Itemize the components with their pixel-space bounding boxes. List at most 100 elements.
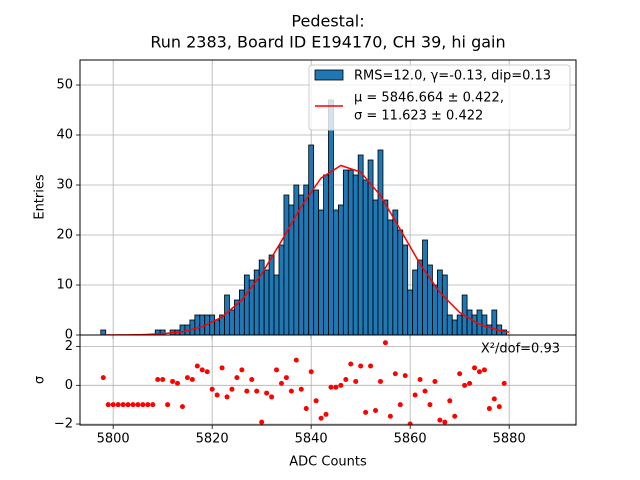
x-axis-label: ADC Counts — [289, 455, 367, 470]
point — [382, 340, 388, 346]
point — [313, 398, 319, 404]
legend-swatch — [314, 69, 344, 81]
x-tick-label: 5880 — [493, 432, 526, 447]
point — [318, 415, 324, 421]
x-tick-label: 5840 — [295, 432, 328, 447]
point — [402, 373, 408, 379]
point — [323, 411, 329, 417]
bar — [199, 314, 206, 335]
point — [422, 388, 428, 394]
plot-area — [100, 340, 507, 425]
point — [501, 380, 507, 386]
bar — [422, 239, 428, 335]
point — [333, 384, 339, 390]
bar — [347, 169, 354, 335]
chart-title: Run 2383, Board ID E194170, CH 39, hi ga… — [150, 33, 505, 52]
bar — [342, 169, 349, 335]
chart-title: Pedestal: — [291, 12, 364, 31]
point — [283, 375, 289, 381]
y-tick-label: 0 — [65, 328, 73, 343]
annotation: X²/dof=0.93 — [481, 342, 560, 357]
y-tick-label: 0 — [65, 378, 73, 393]
point — [303, 406, 309, 412]
point — [343, 377, 349, 383]
point — [184, 375, 190, 381]
bar — [466, 309, 473, 335]
point — [229, 386, 235, 392]
bar — [412, 269, 418, 335]
point — [472, 365, 478, 371]
legend-label: μ = 5846.664 ± 0.422, — [354, 91, 504, 106]
bar — [229, 309, 235, 335]
point — [308, 369, 314, 375]
bar — [273, 274, 280, 335]
point — [288, 388, 294, 394]
x-tick-label: 5800 — [97, 432, 130, 447]
point — [269, 394, 275, 400]
x-tick-label: 5820 — [196, 432, 229, 447]
bar — [243, 274, 250, 335]
point — [278, 380, 284, 386]
point — [100, 375, 106, 381]
point — [486, 406, 492, 412]
point — [417, 377, 423, 383]
y-tick-label: 20 — [56, 228, 73, 243]
bar — [451, 319, 458, 335]
point — [427, 402, 433, 408]
point — [373, 407, 379, 413]
point — [204, 369, 210, 375]
bar — [352, 174, 359, 335]
point — [150, 402, 156, 408]
point — [363, 409, 369, 415]
bar — [382, 199, 389, 335]
point — [368, 363, 374, 369]
point — [412, 392, 418, 398]
point — [135, 402, 141, 408]
point — [353, 378, 359, 384]
bar — [293, 184, 300, 335]
point — [120, 402, 126, 408]
y-tick-label: 50 — [56, 78, 73, 93]
bar — [432, 284, 438, 335]
point — [199, 367, 205, 373]
point — [476, 369, 482, 375]
bar — [362, 179, 369, 335]
point — [462, 382, 468, 388]
point — [249, 377, 255, 383]
point — [437, 417, 443, 423]
point — [244, 388, 250, 394]
point — [496, 404, 502, 410]
point — [194, 363, 200, 369]
x-tick-label: 5860 — [394, 432, 427, 447]
point — [224, 394, 230, 400]
bar — [491, 309, 498, 335]
bar — [407, 289, 414, 335]
plot-area — [100, 99, 510, 335]
bar — [283, 194, 290, 335]
point — [130, 402, 136, 408]
bar — [209, 314, 216, 335]
axes-frame — [79, 334, 577, 426]
point — [407, 421, 413, 425]
bar — [179, 324, 186, 335]
point — [145, 402, 151, 408]
y-tick-label: 10 — [56, 278, 73, 293]
bar — [189, 319, 196, 335]
point — [254, 388, 260, 394]
point — [189, 377, 195, 383]
point — [105, 402, 111, 408]
point — [481, 367, 487, 373]
point — [214, 392, 220, 398]
bar — [278, 244, 285, 335]
point — [387, 413, 393, 419]
point — [264, 390, 270, 396]
point — [358, 363, 364, 369]
bar — [298, 194, 305, 335]
point — [293, 357, 299, 363]
bar — [328, 99, 334, 335]
legend-label: σ = 11.623 ± 0.422 — [354, 109, 483, 124]
bar — [194, 314, 201, 335]
point — [377, 378, 383, 384]
point — [298, 386, 304, 392]
point — [447, 398, 453, 404]
